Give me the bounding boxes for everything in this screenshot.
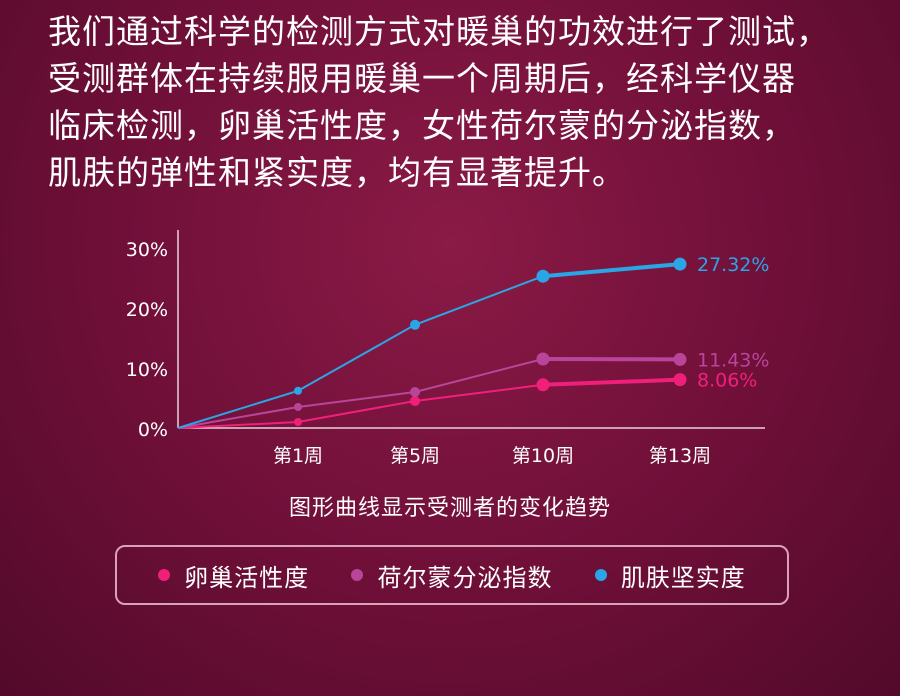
intro-line: 我们通过科学的检测方式对暖巢的功效进行了测试， (48, 12, 830, 51)
series-line-3 (177, 275, 544, 429)
chart-legend: 卵巢活性度 荷尔蒙分泌指数 肌肤坚实度 (115, 545, 789, 605)
data-point (673, 257, 687, 271)
x-tick-label: 第13周 (649, 445, 711, 467)
data-label: 8.06% (697, 370, 757, 392)
data-point (536, 378, 550, 392)
legend-dot-icon (351, 569, 364, 581)
data-point (410, 319, 420, 330)
legend-item-skin: 肌肤坚实度 (594, 558, 746, 593)
legend-dot-icon (594, 569, 607, 581)
data-point (673, 373, 687, 387)
data-point (294, 403, 302, 411)
intro-paragraph: 我们通过科学的检测方式对暖巢的功效进行了测试， 受测群体在持续服用暖巢一个周期后… (48, 8, 888, 196)
series-line-3 (541, 262, 682, 279)
y-tick-label: 20% (126, 299, 168, 321)
line-chart: 0% 10% 20% 30% 第1周 第5周 第10周 第13周 8.06%11.43% 27.3… (126, 230, 770, 467)
x-tick-label: 第10周 (512, 445, 574, 467)
data-label: 27.32% (697, 254, 769, 276)
legend-dot-icon (158, 569, 171, 581)
series-line-1 (541, 377, 682, 387)
data-point (294, 386, 302, 395)
series-line-2 (177, 358, 544, 429)
data-point (536, 269, 550, 283)
data-point (410, 396, 420, 406)
legend-label: 荷尔蒙分泌指数 (377, 563, 553, 592)
intro-line: 受测群体在持续服用暖巢一个周期后，经科学仪器 (48, 59, 796, 98)
legend-label: 卵巢活性度 (184, 563, 310, 592)
series-line-1 (177, 383, 544, 429)
chart-title: 图形曲线显示受测者的变化趋势 (288, 496, 611, 521)
x-tick-label: 第1周 (273, 445, 323, 467)
y-tick-label: 30% (126, 239, 168, 261)
legend-item-ovary: 卵巢活性度 (158, 558, 309, 593)
intro-line: 临床检测，卵巢活性度，女性荷尔蒙的分泌指数， (48, 106, 796, 145)
legend-item-hormone: 荷尔蒙分泌指数 (351, 558, 552, 593)
legend-label: 肌肤坚实度 (620, 563, 746, 592)
data-point (673, 352, 687, 366)
data-point (410, 387, 420, 397)
data-label: 11.43% (697, 349, 769, 371)
x-tick-label: 第5周 (390, 445, 440, 467)
y-tick-label: 0% (138, 419, 168, 441)
y-tick-label: 10% (126, 359, 168, 381)
data-point (294, 418, 302, 426)
intro-line: 肌肤的弹性和紧实度，均有显著提升。 (48, 153, 626, 192)
data-point (536, 352, 550, 366)
